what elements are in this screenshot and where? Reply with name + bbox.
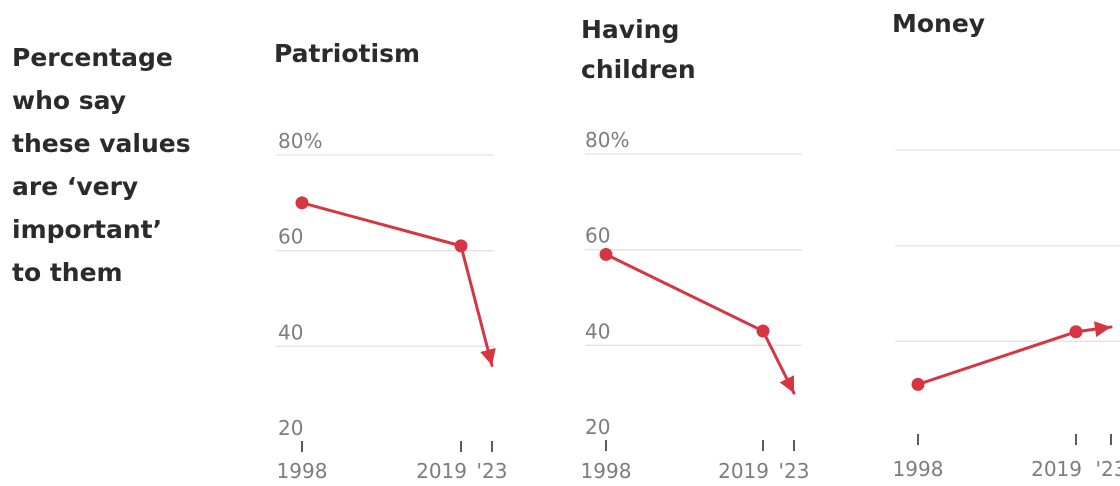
y-tick-label: 80% bbox=[585, 128, 629, 152]
y-tick-label: 40 bbox=[585, 319, 610, 343]
panel-title-text: Money bbox=[892, 9, 986, 38]
x-tick-label: 1998 bbox=[277, 459, 328, 483]
panel-title-text: Patriotism bbox=[274, 39, 420, 68]
panel-title-patriotism: Patriotism bbox=[274, 34, 420, 74]
intro-label: Percentage who say these values are ‘ver… bbox=[12, 36, 212, 294]
data-point bbox=[756, 324, 770, 338]
arrowhead-marker bbox=[480, 347, 496, 366]
x-tick-label: 2019 bbox=[718, 459, 769, 483]
x-tick-label: 2019 bbox=[416, 459, 467, 483]
panel-title-text: Having children bbox=[581, 15, 696, 84]
x-tick-label: 1998 bbox=[581, 459, 632, 483]
series-line bbox=[604, 252, 796, 395]
intro-line: important’ bbox=[12, 215, 163, 244]
intro-line: to them bbox=[12, 258, 123, 287]
data-point bbox=[1069, 325, 1083, 339]
intro-line: who say bbox=[12, 86, 127, 115]
x-tick-label: 2019 bbox=[1031, 457, 1082, 481]
x-tick-label: '23 bbox=[1096, 457, 1120, 481]
data-point bbox=[599, 247, 613, 261]
intro-line: Percentage bbox=[12, 43, 173, 72]
series-line bbox=[300, 201, 494, 367]
arrowhead-marker bbox=[779, 375, 795, 394]
y-tick-label: 20 bbox=[585, 415, 610, 439]
panel-title-having-children: Having children bbox=[581, 10, 731, 90]
y-tick-label: 80% bbox=[278, 129, 322, 153]
x-tick-label: '23 bbox=[779, 459, 810, 483]
y-tick-label: 40 bbox=[278, 320, 303, 344]
x-tick-label: 1998 bbox=[893, 457, 944, 481]
y-tick-label: 20 bbox=[278, 416, 303, 440]
x-tick-label: '23 bbox=[477, 459, 508, 483]
intro-line: these values bbox=[12, 129, 191, 158]
y-tick-label: 60 bbox=[278, 225, 303, 249]
arrowhead-marker bbox=[1094, 321, 1111, 338]
intro-line: are ‘very bbox=[12, 172, 139, 201]
panel-title-money: Money bbox=[892, 4, 985, 44]
series-line bbox=[916, 325, 1113, 386]
data-point bbox=[454, 239, 468, 253]
data-point bbox=[911, 377, 925, 391]
y-tick-label: 60 bbox=[585, 224, 610, 248]
data-point bbox=[295, 196, 309, 210]
